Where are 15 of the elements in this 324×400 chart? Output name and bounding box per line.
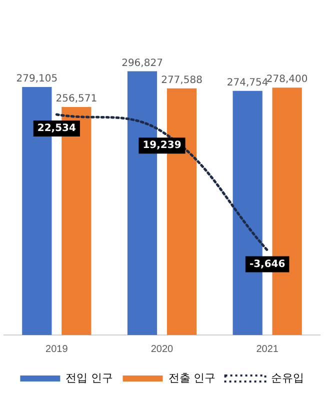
x-tick-label: 2020 [150, 344, 174, 355]
x-tick-label: 2019 [46, 344, 68, 355]
data-label: 22,534 [37, 123, 76, 134]
data-label: 296,827 [122, 58, 163, 69]
data-label: 277,588 [161, 74, 202, 86]
legend-label: 순유입 [270, 372, 304, 385]
legend-label: 전입 인구 [66, 372, 113, 385]
data-label: 274,754 [226, 77, 268, 88]
data-label: 279,105 [16, 74, 58, 85]
x-tick-label: 2021 [256, 344, 279, 355]
data-label: 256,571 [56, 94, 98, 105]
data-label: -3,646 [249, 258, 286, 270]
data-label: 278,400 [266, 74, 308, 86]
legend-label: 전출 인구 [168, 372, 216, 385]
data-label: 19,239 [142, 140, 182, 152]
